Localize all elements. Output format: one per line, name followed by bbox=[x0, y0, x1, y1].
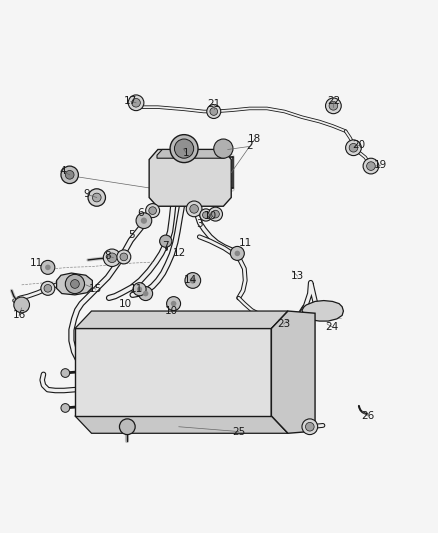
Circle shape bbox=[61, 403, 70, 413]
Circle shape bbox=[200, 209, 212, 221]
Text: 6: 6 bbox=[137, 208, 144, 218]
Text: 18: 18 bbox=[248, 134, 261, 144]
Circle shape bbox=[14, 297, 29, 313]
Polygon shape bbox=[75, 416, 288, 433]
Circle shape bbox=[88, 189, 106, 206]
Circle shape bbox=[363, 158, 379, 174]
Circle shape bbox=[207, 104, 221, 118]
Circle shape bbox=[346, 140, 361, 156]
Polygon shape bbox=[272, 311, 288, 433]
Text: 11: 11 bbox=[129, 284, 143, 294]
Circle shape bbox=[41, 261, 55, 274]
Text: 1: 1 bbox=[183, 148, 190, 158]
Circle shape bbox=[65, 274, 85, 294]
Text: 22: 22 bbox=[327, 96, 340, 107]
Circle shape bbox=[185, 272, 201, 288]
Circle shape bbox=[120, 253, 127, 261]
Circle shape bbox=[210, 108, 218, 115]
Text: 3: 3 bbox=[196, 219, 203, 229]
Text: 26: 26 bbox=[361, 411, 374, 421]
Circle shape bbox=[132, 99, 140, 107]
Circle shape bbox=[117, 250, 131, 264]
Text: 10: 10 bbox=[164, 306, 177, 316]
Circle shape bbox=[71, 280, 79, 288]
Text: 16: 16 bbox=[12, 310, 26, 320]
Text: 2: 2 bbox=[246, 141, 253, 151]
Polygon shape bbox=[75, 328, 272, 416]
Circle shape bbox=[92, 193, 101, 202]
Circle shape bbox=[170, 135, 198, 163]
Circle shape bbox=[45, 264, 51, 270]
Circle shape bbox=[103, 249, 121, 266]
Circle shape bbox=[190, 205, 198, 213]
Circle shape bbox=[349, 143, 358, 152]
Circle shape bbox=[325, 98, 341, 114]
Circle shape bbox=[65, 171, 74, 179]
Circle shape bbox=[107, 253, 117, 263]
Text: 24: 24 bbox=[325, 322, 338, 332]
Circle shape bbox=[141, 217, 147, 224]
Circle shape bbox=[305, 423, 314, 431]
Text: 11: 11 bbox=[239, 238, 252, 248]
Circle shape bbox=[149, 207, 156, 214]
Circle shape bbox=[137, 287, 142, 292]
Text: 17: 17 bbox=[124, 96, 138, 107]
Circle shape bbox=[128, 95, 144, 111]
Text: 5: 5 bbox=[128, 230, 135, 240]
Text: 11: 11 bbox=[30, 258, 43, 268]
Polygon shape bbox=[302, 301, 343, 321]
Circle shape bbox=[174, 139, 194, 158]
Circle shape bbox=[171, 301, 177, 306]
Text: 12: 12 bbox=[173, 248, 186, 259]
Circle shape bbox=[186, 201, 202, 217]
Circle shape bbox=[133, 282, 146, 296]
Polygon shape bbox=[272, 311, 315, 433]
Text: 14: 14 bbox=[184, 276, 197, 286]
Text: 21: 21 bbox=[207, 99, 220, 109]
Text: 10: 10 bbox=[119, 298, 132, 309]
Circle shape bbox=[230, 246, 244, 261]
Text: 25: 25 bbox=[232, 426, 245, 437]
Text: 19: 19 bbox=[374, 160, 387, 170]
Circle shape bbox=[146, 204, 159, 217]
Text: 4: 4 bbox=[60, 166, 66, 176]
Polygon shape bbox=[57, 273, 92, 295]
Circle shape bbox=[61, 166, 78, 183]
Text: 13: 13 bbox=[291, 271, 304, 281]
Polygon shape bbox=[75, 311, 288, 328]
Circle shape bbox=[302, 419, 318, 434]
Text: 23: 23 bbox=[277, 319, 290, 329]
Circle shape bbox=[166, 297, 180, 311]
Text: 20: 20 bbox=[352, 140, 365, 150]
Polygon shape bbox=[149, 149, 231, 206]
Text: 9: 9 bbox=[84, 189, 91, 199]
Circle shape bbox=[44, 285, 52, 292]
Circle shape bbox=[136, 213, 152, 229]
Text: 7: 7 bbox=[162, 240, 169, 251]
Circle shape bbox=[202, 212, 209, 219]
Circle shape bbox=[214, 139, 233, 158]
Circle shape bbox=[212, 210, 219, 218]
Circle shape bbox=[41, 281, 55, 295]
Circle shape bbox=[120, 419, 135, 434]
Circle shape bbox=[143, 291, 148, 296]
Circle shape bbox=[139, 287, 152, 301]
Circle shape bbox=[61, 369, 70, 377]
Polygon shape bbox=[157, 149, 224, 158]
Circle shape bbox=[208, 207, 223, 221]
Text: 10: 10 bbox=[204, 211, 217, 221]
Circle shape bbox=[234, 251, 240, 256]
Circle shape bbox=[190, 277, 196, 284]
Circle shape bbox=[367, 161, 375, 171]
Text: 15: 15 bbox=[89, 284, 102, 294]
Text: 8: 8 bbox=[104, 251, 111, 261]
Circle shape bbox=[159, 235, 172, 247]
Circle shape bbox=[329, 101, 338, 110]
